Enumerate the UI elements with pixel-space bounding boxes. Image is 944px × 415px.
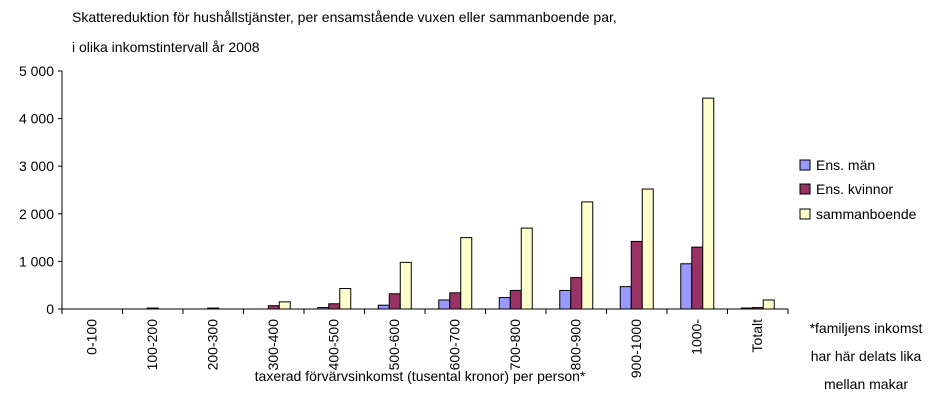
- bar: [691, 246, 704, 310]
- x-tick-label: 600-700: [446, 319, 462, 371]
- legend-swatch: [799, 183, 811, 195]
- chart-title: i olika inkomstintervall år 2008: [72, 39, 260, 55]
- x-axis-label: taxerad förvärvsinkomst (tusental kronor…: [255, 368, 586, 384]
- x-tick-label: 1000-: [688, 319, 704, 355]
- bar: [267, 305, 280, 310]
- bar: [438, 299, 451, 310]
- bar: [740, 307, 753, 310]
- x-tick-label: 900-1000: [628, 319, 644, 378]
- bar: [641, 188, 654, 310]
- bar: [328, 303, 341, 310]
- x-tick-label: 800-900: [567, 319, 583, 371]
- bar: [377, 304, 390, 310]
- y-tick-label: 2 000: [19, 206, 54, 222]
- bar: [619, 286, 632, 310]
- bar: [559, 289, 572, 310]
- bar: [751, 307, 764, 310]
- note: har här delats lika: [811, 348, 922, 364]
- bar: [388, 293, 401, 310]
- bar: [317, 307, 330, 310]
- legend-swatch: [799, 208, 811, 220]
- y-tick-label: 3 000: [19, 158, 54, 174]
- legend-label: Ens. män: [816, 157, 875, 173]
- x-tick-label: 700-800: [507, 319, 523, 371]
- bar: [339, 288, 352, 310]
- bar: [278, 301, 291, 310]
- y-tick-label: 4 000: [19, 111, 54, 127]
- legend-swatch: [799, 159, 811, 171]
- bar: [680, 263, 693, 310]
- x-tick-label: 200-300: [204, 319, 220, 371]
- note: *familjens inkomst: [810, 320, 923, 336]
- note: mellan makar: [824, 376, 908, 392]
- bar: [520, 227, 533, 310]
- bar: [449, 292, 462, 310]
- chart-title: Skattereduktion för hushållstjänster, pe…: [72, 9, 617, 25]
- bar: [146, 307, 159, 310]
- bar: [762, 299, 775, 310]
- bar: [581, 201, 594, 310]
- legend-label: Ens. kvinnor: [816, 181, 893, 197]
- bar: [207, 307, 220, 310]
- bar: [460, 237, 473, 310]
- y-tick-label: 1 000: [19, 253, 54, 269]
- x-tick-label: Totalt: [749, 319, 765, 353]
- x-tick-label: 400-500: [325, 319, 341, 371]
- x-tick-label: 300-400: [265, 319, 281, 371]
- bar: [630, 240, 643, 310]
- bar: [570, 277, 583, 310]
- bar: [509, 289, 522, 310]
- bar: [702, 97, 715, 310]
- y-tick-label: 0: [46, 301, 54, 317]
- y-tick-label: 5 000: [19, 63, 54, 79]
- x-tick-label: 0-100: [83, 319, 99, 355]
- x-tick-label: 500-600: [386, 319, 402, 371]
- legend-label: sammanboende: [816, 206, 917, 222]
- bar: [498, 297, 511, 310]
- bar: [399, 261, 412, 310]
- x-tick-label: 100-200: [144, 319, 160, 371]
